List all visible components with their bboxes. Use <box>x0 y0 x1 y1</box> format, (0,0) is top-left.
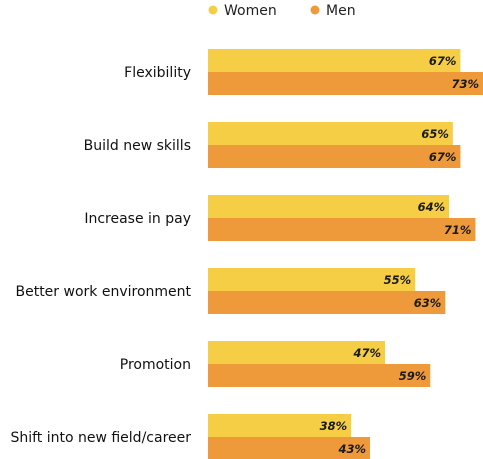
data-label: 47% <box>353 346 382 360</box>
data-label: 71% <box>444 223 472 237</box>
bar-rect <box>208 437 370 459</box>
bar-rect <box>208 72 483 95</box>
category-label: Better work environment <box>15 284 191 300</box>
bar-women: 55% <box>208 268 416 291</box>
bar-men: 73% <box>208 72 483 95</box>
bar-rect <box>208 341 386 364</box>
category-label: Shift into new field/career <box>10 430 191 446</box>
legend: Women Men <box>208 3 356 19</box>
bar-men: 43% <box>208 437 370 459</box>
data-label: 63% <box>414 296 442 310</box>
category-label: Increase in pay <box>84 211 191 227</box>
bar-women: 64% <box>208 195 450 218</box>
bar-men: 67% <box>208 145 461 168</box>
data-label: 59% <box>399 369 427 383</box>
bar-rect <box>208 268 416 291</box>
category-labels: Flexibility Build new skills Increase in p… <box>10 65 191 446</box>
data-label: 65% <box>421 127 449 141</box>
bar-women: 47% <box>208 341 386 364</box>
legend-swatch <box>208 5 218 15</box>
data-label: 38% <box>320 419 348 433</box>
bar-men: 71% <box>208 218 476 241</box>
data-label: 64% <box>418 200 446 214</box>
data-label: 73% <box>451 77 479 91</box>
bar-men: 59% <box>208 364 431 387</box>
bar-men: 63% <box>208 291 446 314</box>
bar-rect <box>208 195 450 218</box>
bar-rect <box>208 49 461 72</box>
bar-women: 38% <box>208 414 352 437</box>
bar-rect <box>208 364 431 387</box>
bar-women: 67% <box>208 49 461 72</box>
legend-swatch <box>310 5 320 15</box>
data-label: 55% <box>384 273 412 287</box>
bar-rect <box>208 218 476 241</box>
bar-rect <box>208 291 446 314</box>
data-label: 67% <box>429 150 457 164</box>
legend-item-men: Men <box>310 3 356 19</box>
bars: 67% 73% 65% 67% 64% 71% 55%63% 47% 59% 38% 43% <box>208 49 483 459</box>
category-label: Promotion <box>120 357 191 373</box>
bar-rect <box>208 145 461 168</box>
bar-rect <box>208 122 453 145</box>
legend-item-women: Women <box>208 3 277 19</box>
bar-women: 65% <box>208 122 453 145</box>
legend-label: Men <box>326 3 356 19</box>
category-label: Flexibility <box>124 65 191 81</box>
legend-label: Women <box>224 3 277 19</box>
data-label: 67% <box>429 54 457 68</box>
data-label: 43% <box>337 442 366 456</box>
category-label: Build new skills <box>84 138 191 154</box>
bar-rect <box>208 414 352 437</box>
